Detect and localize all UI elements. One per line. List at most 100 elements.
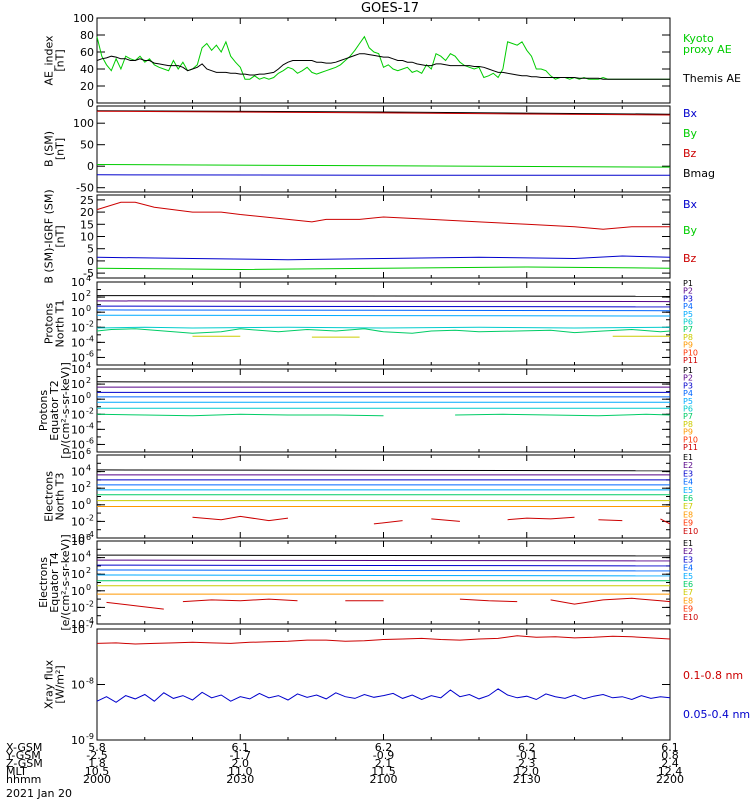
legend-entry: P5 — [683, 310, 693, 319]
y-tick-label: 25 — [80, 194, 94, 207]
y-tick-label: 10 — [71, 276, 85, 289]
legend-entry-line: E4 — [683, 478, 693, 487]
legend-entry: P2 — [683, 287, 693, 296]
y-tick-label: 0 — [87, 160, 94, 173]
series-line-p7 — [96, 328, 671, 334]
y-tick-label: 20 — [80, 80, 94, 93]
panel-b_sm: -50 0 50 100 B (SM)[nT] Bx By Bz Bmag — [43, 105, 715, 195]
y-tick-label: 10 — [71, 618, 85, 631]
y-axis-label-line: B (SM) — [43, 131, 56, 167]
legend-entry-line: P9 — [683, 428, 693, 437]
legend-entry-line: P7 — [683, 412, 693, 421]
y-tick-label: 10 — [71, 585, 85, 598]
y-tick-label: 10 — [71, 449, 85, 462]
legend-entry: E9 — [683, 519, 693, 528]
x-axis-tick-value: 2030 — [226, 773, 254, 786]
y-axis-label: ProtonsNorth T1 — [43, 300, 67, 348]
y-axis-label-line: Equator T4 — [48, 552, 61, 612]
y-tick-label: 10 — [71, 679, 85, 692]
legend-entry: P8 — [683, 333, 693, 342]
y-tick-label: 100 — [73, 117, 94, 130]
y-tick-label: 10 — [71, 336, 85, 349]
legend-entry: P1 — [683, 279, 693, 288]
series-line-e9 — [106, 597, 671, 610]
legend-entry-line: E8 — [683, 510, 693, 519]
y-axis-label: ElectronsNorth T3 — [43, 471, 67, 522]
legend-entry: E7 — [683, 588, 693, 597]
legend-entry-line: P2 — [683, 287, 693, 296]
series-line-bx — [96, 255, 671, 261]
legend-entry-line: E2 — [683, 461, 693, 470]
legend-entry-line: E10 — [683, 613, 698, 622]
legend-entry: Kyoto proxy AE — [683, 32, 732, 56]
legend-entry: P9 — [683, 428, 693, 437]
legend-entry: P10 — [683, 348, 698, 357]
y-tick-label-exponent: 0 — [86, 583, 91, 592]
x-axis-tick-value: 12.4 — [658, 765, 683, 778]
y-axis-label: AE_index[nT] — [43, 35, 67, 86]
y-tick-label-exponent: 0 — [86, 391, 91, 400]
legend-entry-line: P3 — [683, 381, 693, 390]
legend-entry-line: P11 — [683, 356, 698, 365]
y-tick-label: 0 — [87, 97, 94, 110]
legend-entry-line: P5 — [683, 310, 693, 319]
y-tick-label: 100 — [73, 12, 94, 25]
series-line-0-05-0-4-nm — [96, 688, 671, 703]
y-tick-label-exponent: 6 — [86, 447, 91, 456]
legend-entry-line: Bz — [683, 147, 697, 160]
legend-entry-line: By — [683, 127, 698, 140]
series-line-p2 — [96, 300, 671, 303]
legend-entry: E1 — [683, 539, 693, 548]
panel-frame — [96, 540, 671, 625]
legend-entry: P10 — [683, 435, 698, 444]
y-axis-label-line: Electrons — [43, 471, 56, 522]
y-tick-label: 10 — [71, 535, 85, 548]
y-tick-label-exponent: 2 — [86, 376, 91, 385]
legend-entry: P9 — [683, 341, 693, 350]
legend-entry-line: P2 — [683, 374, 693, 383]
legend-entry-line: P5 — [683, 397, 693, 406]
y-tick-label: 10 — [71, 532, 85, 545]
y-axis-label: B (SM)-IGRF (SM)[nT] — [43, 189, 67, 283]
y-tick-label-exponent: 4 — [86, 361, 91, 370]
y-tick-label-exponent: -9 — [86, 732, 94, 741]
legend-entry-line: E6 — [683, 494, 693, 503]
legend-entry-line: By — [683, 224, 698, 237]
x-axis-tick-value: -2.5 — [86, 749, 107, 762]
x-axis-tick-value: 10.5 — [85, 765, 110, 778]
x-axis-row-label: hhmm — [6, 773, 41, 786]
legend-entry: 0.1-0.8 nm — [683, 669, 743, 682]
panel-frame — [96, 281, 671, 366]
x-axis-tick-value: 11.5 — [371, 765, 396, 778]
series-line-e3 — [96, 564, 671, 567]
legend-entry: P4 — [683, 302, 693, 311]
legend-entry-line: P7 — [683, 325, 693, 334]
y-tick-label-exponent: 2 — [86, 480, 91, 489]
x-axis-row-label: X-GSM — [6, 741, 42, 754]
series-line-e2 — [96, 559, 671, 562]
series-line-e4 — [96, 569, 671, 572]
y-tick-label: 40 — [80, 63, 94, 76]
y-axis-label-line: [p/(cm²-s-sr-keV)] — [59, 362, 72, 459]
legend-entry-line: E2 — [683, 547, 693, 556]
legend-entry: Themis AE — [682, 72, 741, 85]
legend-entry: P4 — [683, 389, 693, 398]
legend-entry-line: E3 — [683, 555, 693, 564]
legend-entry-line: P8 — [683, 333, 693, 342]
y-axis-label-line: Xray flux — [43, 659, 56, 709]
legend-entry: E3 — [683, 555, 693, 564]
panel-frame — [96, 105, 671, 193]
y-tick-label-exponent: 4 — [86, 274, 91, 283]
panel-frame — [96, 194, 671, 279]
series-line-p1 — [96, 295, 671, 297]
x-axis-row-label: MLT — [6, 765, 27, 778]
x-axis-tick-value: 0.8 — [661, 749, 679, 762]
y-tick-label-exponent: -4 — [86, 616, 94, 625]
y-tick-label: 15 — [80, 218, 94, 231]
y-axis-label-line: [nT] — [54, 225, 67, 247]
legend-entry-line: Kyoto — [683, 32, 714, 45]
y-tick-label-exponent: -6 — [86, 349, 94, 358]
series-line-p3 — [96, 305, 671, 308]
